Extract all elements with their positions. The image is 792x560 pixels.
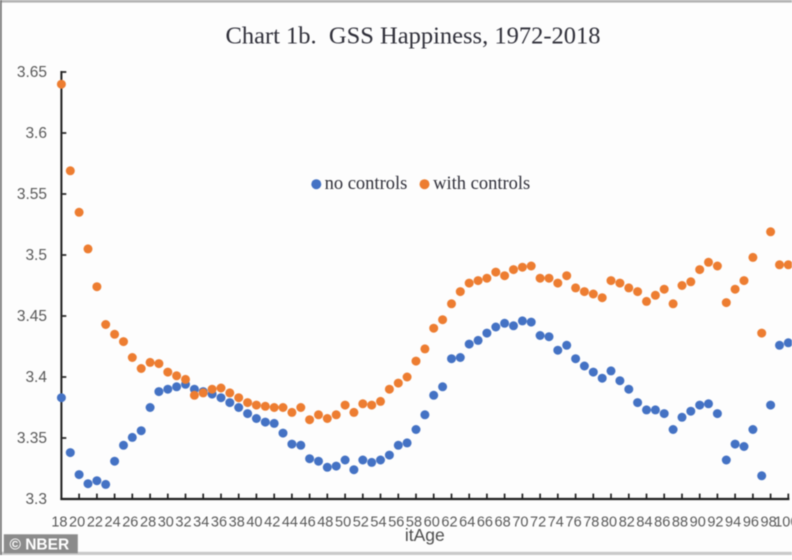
svg-text:70: 70 [512, 515, 528, 531]
svg-text:itAge: itAge [405, 525, 445, 545]
svg-text:3.65: 3.65 [17, 64, 47, 81]
svg-text:86: 86 [654, 515, 670, 531]
svg-text:40: 40 [246, 515, 262, 531]
svg-text:62: 62 [441, 515, 457, 531]
svg-text:90: 90 [690, 515, 706, 531]
svg-text:72: 72 [530, 515, 546, 531]
svg-text:54: 54 [370, 515, 386, 531]
svg-text:56: 56 [388, 515, 404, 531]
svg-text:84: 84 [636, 515, 652, 531]
svg-text:3.45: 3.45 [17, 308, 47, 325]
svg-text:© NBER: © NBER [10, 536, 70, 553]
svg-text:46: 46 [300, 515, 316, 531]
svg-text:50: 50 [335, 515, 351, 531]
svg-text:18: 18 [51, 515, 67, 531]
svg-text:38: 38 [229, 515, 245, 531]
svg-text:28: 28 [140, 515, 156, 531]
svg-text:20: 20 [69, 515, 85, 531]
svg-text:22: 22 [87, 515, 103, 531]
svg-text:58: 58 [406, 515, 422, 531]
svg-text:30: 30 [158, 515, 174, 531]
svg-text:98: 98 [761, 515, 777, 531]
svg-text:94: 94 [725, 515, 741, 531]
svg-text:92: 92 [707, 515, 723, 531]
svg-text:36: 36 [211, 515, 227, 531]
svg-text:64: 64 [459, 515, 475, 531]
svg-text:96: 96 [743, 515, 759, 531]
svg-text:66: 66 [477, 515, 493, 531]
svg-text:44: 44 [282, 515, 298, 531]
svg-text:24: 24 [105, 515, 121, 531]
svg-text:3.35: 3.35 [17, 430, 47, 447]
svg-text:60: 60 [424, 515, 440, 531]
svg-text:3.5: 3.5 [25, 247, 47, 264]
svg-text:100: 100 [774, 515, 792, 531]
svg-text:26: 26 [122, 515, 138, 531]
svg-text:88: 88 [672, 515, 688, 531]
svg-text:3.55: 3.55 [17, 186, 47, 203]
svg-text:32: 32 [175, 515, 191, 531]
svg-text:78: 78 [583, 515, 599, 531]
svg-text:3.4: 3.4 [25, 369, 47, 386]
svg-text:48: 48 [317, 515, 333, 531]
svg-text:with controls: with controls [433, 174, 530, 194]
svg-text:no controls: no controls [325, 174, 408, 194]
svg-text:3.3: 3.3 [25, 491, 47, 508]
svg-text:80: 80 [601, 515, 617, 531]
svg-text:Chart 1b. GSS Happiness, 1972: Chart 1b. GSS Happiness, 1972-2018 [226, 22, 601, 49]
svg-text:42: 42 [264, 515, 280, 531]
svg-text:82: 82 [619, 515, 635, 531]
svg-text:74: 74 [548, 515, 564, 531]
svg-text:76: 76 [566, 515, 582, 531]
svg-text:34: 34 [193, 515, 209, 531]
svg-text:3.6: 3.6 [25, 125, 47, 142]
svg-text:52: 52 [353, 515, 369, 531]
svg-text:68: 68 [495, 515, 511, 531]
